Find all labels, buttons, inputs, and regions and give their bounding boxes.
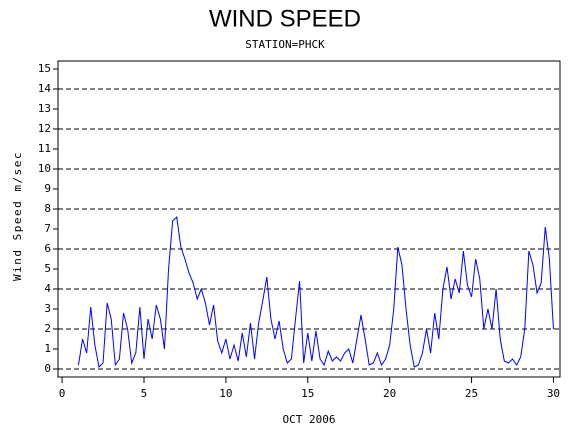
y-tick-label: 5	[44, 262, 51, 275]
data-line	[77, 215, 554, 369]
y-tick-label: 3	[44, 302, 51, 315]
x-tick-label: 0	[59, 387, 66, 400]
y-tick-label: 12	[38, 122, 51, 135]
plot-frame	[57, 60, 561, 378]
x-tick-label: 10	[219, 387, 232, 400]
x-tick-label: 30	[547, 387, 560, 400]
y-tick-label: 1	[44, 342, 51, 355]
y-tick-label: 4	[44, 282, 51, 295]
x-tick-label: 15	[301, 387, 314, 400]
x-tick-label: 25	[465, 387, 478, 400]
x-tick-label: 20	[383, 387, 396, 400]
y-tick-label: 0	[44, 362, 51, 375]
y-tick-label: 6	[44, 242, 51, 255]
y-tick-label: 10	[38, 162, 51, 175]
y-axis-label: Wind Speed m/sec	[11, 151, 24, 281]
y-tick-label: 8	[44, 202, 51, 215]
chart-subtitle: STATION=PHCK	[245, 38, 325, 51]
x-tick-label: 5	[141, 387, 148, 400]
y-tick-label: 9	[44, 182, 51, 195]
y-tick-label: 14	[38, 82, 52, 95]
y-tick-label: 13	[38, 102, 51, 115]
y-tick-label: 11	[38, 142, 51, 155]
y-tick-label: 15	[38, 62, 51, 75]
x-axis-label: OCT 2006	[283, 413, 336, 426]
chart-title: WIND SPEED	[209, 5, 361, 32]
y-tick-label: 2	[44, 322, 51, 335]
y-tick-label: 7	[44, 222, 51, 235]
